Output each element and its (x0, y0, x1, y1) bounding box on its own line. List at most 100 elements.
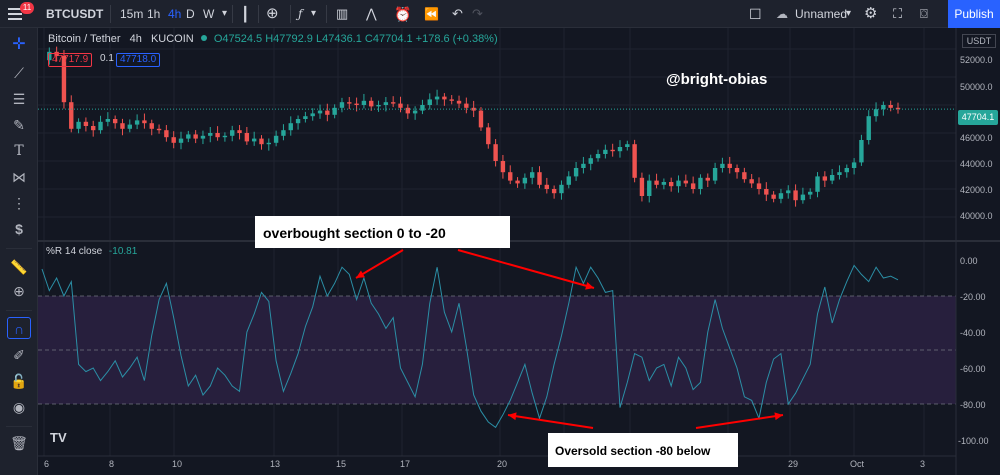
candle-body (412, 110, 418, 114)
ruler-icon[interactable]: 📏 (10, 259, 28, 275)
wr-axis-label: -40.00 (960, 328, 986, 338)
camera-icon[interactable]: ⌼ (920, 6, 928, 21)
zoom-in-icon[interactable]: ⊕ (13, 283, 25, 299)
candle-body (156, 128, 162, 131)
compare-add-icon[interactable]: ⊕ (266, 5, 279, 22)
top-toolbar: 11 BTCUSDT 15m 1h 4h D W ▾ ┃ ⊕ ƒ ▾ ▥ ⋀ ⏰… (0, 0, 1000, 28)
candles-style-icon[interactable]: ┃ (241, 6, 250, 22)
price-axis-label: 40000.0 (960, 211, 993, 221)
oversold-callout: Oversold section -80 below (548, 433, 738, 467)
candle-body (325, 110, 330, 115)
candle-body (200, 135, 206, 139)
candle-body (764, 189, 769, 195)
candle-body (398, 103, 403, 108)
candle-body (771, 194, 776, 199)
publish-button[interactable]: Publish (948, 0, 1000, 28)
currency-label[interactable]: USDT (962, 34, 996, 48)
time-axis-label: 29 (788, 459, 799, 469)
overbought-arrow-right (457, 249, 595, 289)
financials-icon[interactable]: ▥ (336, 6, 349, 21)
candle-body (822, 176, 828, 181)
toolbar-divider (6, 248, 32, 249)
indicators-icon[interactable]: ƒ (298, 7, 303, 21)
candle-body (851, 162, 857, 168)
candle-body (142, 120, 147, 124)
symbol-interval: 4h (129, 33, 142, 45)
interval-w[interactable]: W (203, 7, 215, 21)
prediction-icon[interactable]: ⋮ (12, 195, 26, 211)
interval-d[interactable]: D (186, 7, 195, 21)
eye-icon[interactable]: ◉ (12, 399, 26, 415)
candle-body (625, 144, 630, 147)
trend-line-icon[interactable]: ⟋ (14, 65, 24, 81)
fullscreen-icon[interactable]: ⛶ (893, 6, 903, 21)
chart-canvas[interactable] (38, 28, 1000, 475)
layout-name[interactable]: Unnamed (795, 7, 848, 21)
buy-price-box[interactable]: 47718.0 (116, 53, 161, 67)
undo-icon[interactable]: ↶ (452, 6, 463, 21)
layout-square-icon[interactable]: ☐ (749, 6, 762, 22)
interval-15m[interactable]: 15m (120, 7, 144, 21)
candle-body (749, 179, 754, 184)
fib-retracement-icon[interactable]: ☰ (12, 91, 26, 107)
time-axis-label: 3 (920, 459, 926, 469)
time-axis-label: Oct (850, 459, 865, 469)
overbought-callout: overbought section 0 to -20 (255, 216, 510, 248)
candle-body (859, 140, 864, 163)
toolbar-divider (232, 5, 233, 23)
gear-icon[interactable]: ⚙ (864, 5, 878, 22)
candle-body (47, 51, 52, 61)
crosshair-icon[interactable]: ✛ (12, 36, 26, 53)
candle-body (464, 103, 469, 108)
menu-icon[interactable] (8, 6, 24, 22)
candle-body (815, 176, 820, 192)
symbol-name: Bitcoin / Tether (48, 33, 121, 45)
wr-axis-label: -60.00 (960, 364, 986, 374)
lock-icon[interactable]: 🔓 (10, 373, 28, 389)
toolbar-divider (6, 310, 32, 311)
sell-price-box[interactable]: 47717.9 (48, 53, 93, 67)
chevron-down-icon[interactable]: ▾ (222, 8, 228, 19)
candle-body (281, 130, 286, 136)
candle-body (566, 176, 571, 185)
candle-body (881, 105, 886, 110)
chevron-down-icon[interactable]: ▾ (311, 8, 317, 19)
wr-axis-label: -20.00 (960, 292, 986, 302)
candle-body (317, 110, 323, 114)
templates-icon[interactable]: ⋀ (366, 6, 377, 21)
trash-icon[interactable]: 🗑 (10, 435, 28, 451)
candle-body (486, 127, 491, 145)
time-axis-label: 13 (270, 459, 281, 469)
price-axis-label: 46000.0 (960, 133, 993, 143)
symbol-search-button[interactable]: BTCUSDT (46, 7, 104, 21)
candle-body (303, 116, 308, 119)
replay-icon[interactable]: ⏪ (424, 7, 439, 21)
chart-area[interactable]: Bitcoin / Tether 4h KUCOIN O47524.5 H477… (38, 28, 1000, 475)
chevron-down-icon[interactable]: ▾ (846, 8, 852, 19)
candle-body (120, 123, 125, 129)
candle-body (244, 133, 250, 142)
candle-body (251, 138, 257, 142)
interval-1h[interactable]: 1h (147, 7, 161, 21)
candle-body (581, 163, 586, 168)
redo-icon[interactable]: ↷ (472, 6, 483, 21)
cloud-icon[interactable]: ☁ (776, 7, 788, 21)
price-range-icon[interactable]: $ (15, 221, 23, 237)
pattern-icon[interactable]: ⋈ (12, 169, 26, 185)
magnet-icon[interactable]: ∩ (7, 317, 31, 339)
stay-in-drawing-icon[interactable]: ✐ (13, 347, 25, 363)
oversold-arrow-right-head (774, 412, 783, 421)
candle-body (69, 102, 74, 129)
candle-body (112, 119, 118, 124)
candle-body (595, 154, 601, 159)
candle-body (442, 96, 447, 100)
author-watermark: @bright-obias (666, 71, 768, 88)
wr-axis-label: -100.00 (958, 436, 989, 446)
alert-clock-icon[interactable]: ⏰ (394, 6, 412, 22)
text-tool-icon[interactable]: T (14, 143, 24, 159)
candle-body (390, 102, 396, 104)
brush-icon[interactable]: ✎ (13, 117, 25, 133)
overbought-arrow-left-head (356, 270, 365, 278)
candle-body (808, 191, 813, 195)
interval-4h[interactable]: 4h (168, 7, 182, 21)
